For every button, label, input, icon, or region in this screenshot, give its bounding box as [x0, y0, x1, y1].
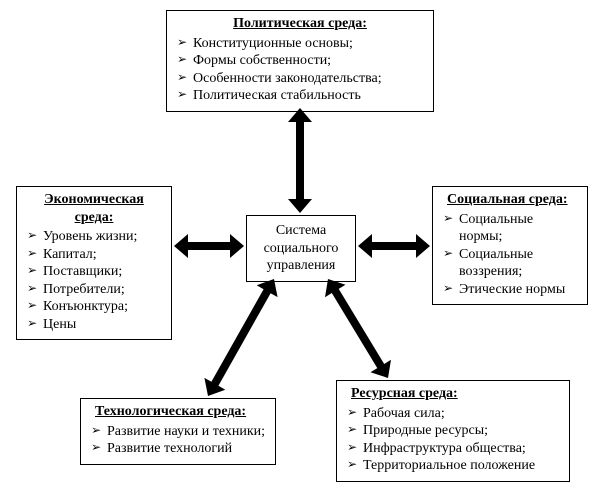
- double-arrow-icon: [204, 279, 277, 396]
- double-arrow-icon: [288, 108, 312, 213]
- list-item: Конституционные основы;: [175, 35, 425, 53]
- box-resource: Ресурсная среда: Рабочая сила; Природные…: [336, 380, 570, 482]
- box-economic: Экономическая среда: Уровень жизни; Капи…: [16, 186, 172, 340]
- box-political-items: Конституционные основы; Формы собственно…: [175, 35, 425, 105]
- list-item: Капитал;: [25, 246, 163, 264]
- list-item: Уровень жизни;: [25, 228, 163, 246]
- list-item: Рабочая сила;: [345, 405, 561, 423]
- box-economic-title: Экономическая среда:: [25, 191, 163, 226]
- box-technological: Технологическая среда: Развитие науки и …: [80, 398, 276, 465]
- list-item: Территориальное положение: [345, 457, 561, 475]
- list-item: Конъюнктура;: [25, 298, 163, 316]
- box-technological-items: Развитие науки и техники; Развитие техно…: [89, 423, 267, 458]
- double-arrow-icon: [325, 279, 391, 378]
- box-resource-items: Рабочая сила; Природные ресурсы; Инфраст…: [345, 405, 561, 475]
- center-line: социального: [264, 241, 339, 256]
- double-arrow-icon: [358, 234, 430, 258]
- list-item: Политическая стабильность: [175, 87, 425, 105]
- double-arrow-icon: [174, 234, 244, 258]
- list-item: Природные ресурсы;: [345, 422, 561, 440]
- center-line: управления: [267, 258, 336, 273]
- title-line: Экономическая: [44, 192, 144, 207]
- list-item: Особенности законодательства;: [175, 70, 425, 88]
- box-social: Социальная среда: Социальные нормы; Соци…: [432, 186, 588, 305]
- center-box: Система социального управления: [246, 215, 356, 282]
- list-item: Поставщики;: [25, 263, 163, 281]
- list-item: Развитие технологий: [89, 440, 267, 458]
- list-item: Цены: [25, 316, 163, 334]
- list-item: Развитие науки и техники;: [89, 423, 267, 441]
- list-item: Этические нормы: [441, 281, 579, 299]
- title-line: среда:: [75, 210, 114, 225]
- list-item: Формы собственности;: [175, 52, 425, 70]
- list-item: Социальные нормы;: [441, 211, 579, 246]
- box-social-title: Социальная среда:: [441, 191, 579, 209]
- list-item: Потребители;: [25, 281, 163, 299]
- box-resource-title: Ресурсная среда:: [345, 385, 561, 403]
- list-item: Социальные воззрения;: [441, 246, 579, 281]
- box-political-title: Политическая среда:: [175, 15, 425, 33]
- box-social-items: Социальные нормы; Социальные воззрения; …: [441, 211, 579, 299]
- box-economic-items: Уровень жизни; Капитал; Поставщики; Потр…: [25, 228, 163, 333]
- list-item: Инфраструктура общества;: [345, 440, 561, 458]
- box-political: Политическая среда: Конституционные осно…: [166, 10, 434, 112]
- center-line: Система: [276, 223, 326, 238]
- box-technological-title: Технологическая среда:: [89, 403, 267, 421]
